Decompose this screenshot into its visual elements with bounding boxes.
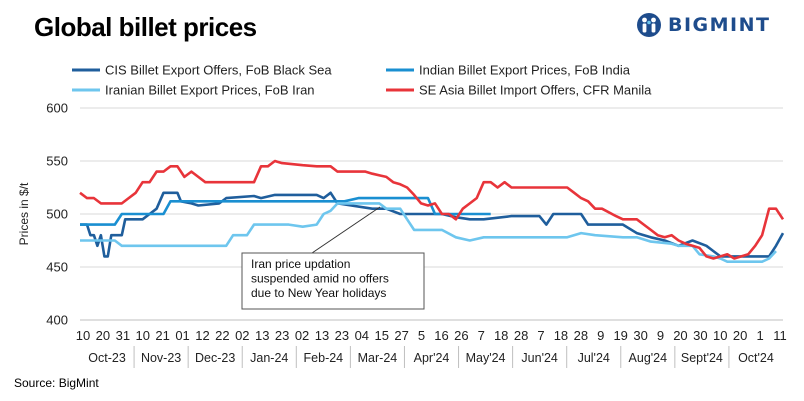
x-tick-label: 18 (554, 328, 568, 343)
x-tick-label: 10 (713, 328, 727, 343)
x-tick-label: 02 (295, 328, 309, 343)
x-month-label: Oct-23 (88, 351, 126, 365)
legend-label: Iranian Billet Export Prices, FoB Iran (105, 83, 315, 98)
logo-text: BIGMINT (668, 14, 771, 36)
y-tick-label: 500 (46, 207, 68, 222)
x-tick-label: 13 (315, 328, 329, 343)
bigmint-logo-icon (637, 13, 661, 37)
series-line (79, 159, 785, 260)
y-tick-label: 550 (46, 154, 68, 169)
x-tick-label: 13 (255, 328, 269, 343)
brand-logo: BIGMINT (636, 10, 771, 40)
x-tick-label: 20 (733, 328, 747, 343)
annotation-text: suspended amid no offers (251, 272, 389, 286)
x-tick-label: 04 (355, 328, 369, 343)
x-tick-label: 02 (235, 328, 249, 343)
x-tick-label: 01 (175, 328, 189, 343)
x-month-label: Jun'24 (521, 351, 557, 365)
x-tick-label: 27 (394, 328, 408, 343)
x-tick-label: 23 (275, 328, 289, 343)
x-tick-label: 30 (633, 328, 647, 343)
x-tick-label: 31 (116, 328, 130, 343)
x-tick-label: 28 (574, 328, 588, 343)
x-tick-label: 21 (155, 328, 169, 343)
x-month-label: Sept'24 (681, 351, 723, 365)
x-tick-label: 20 (673, 328, 687, 343)
x-month-label: Nov-23 (141, 351, 181, 365)
annotation-leader (311, 206, 381, 254)
y-tick-label: 450 (46, 260, 68, 275)
x-tick-label: 10 (136, 328, 150, 343)
x-tick-label: 20 (96, 328, 110, 343)
series-line (80, 202, 409, 248)
x-month-label: May'24 (466, 351, 506, 365)
x-tick-label: 10 (76, 328, 90, 343)
x-tick-label: 23 (335, 328, 349, 343)
x-month-label: Jul'24 (578, 351, 610, 365)
source-note: Source: BigMint (14, 376, 99, 390)
y-axis: 400 450 500 550 600 Prices in $/t (17, 101, 68, 328)
x-axis: 10 20 31 10 21 01 12 22 02 13 23 02 13 23 04 15 27 5 16 26 7… (76, 319, 787, 368)
x-month-label: Aug'24 (629, 351, 668, 365)
annotation-box (241, 252, 425, 310)
x-tick-label: 9 (597, 328, 604, 343)
x-month-label: Feb-24 (304, 351, 344, 365)
legend-label: CIS Billet Export Offers, FoB Black Sea (105, 63, 332, 78)
x-tick-label: 18 (494, 328, 508, 343)
y-axis-label: Prices in $/t (17, 182, 31, 245)
x-tick-label: 7 (537, 328, 544, 343)
series-line (80, 196, 491, 226)
x-tick-label: 9 (657, 328, 664, 343)
legend-label: SE Asia Billet Import Offers, CFR Manila (419, 83, 652, 98)
x-tick-label: 11 (773, 328, 787, 343)
x-tick-label: 19 (613, 328, 627, 343)
series-line (406, 218, 777, 263)
annotation-text: due to New Year holidays (251, 286, 386, 300)
x-month-label: Mar-24 (358, 351, 398, 365)
legend-label: Indian Billet Export Prices, FoB India (419, 63, 631, 78)
x-tick-label: 7 (478, 328, 485, 343)
x-tick-label: 16 (434, 328, 448, 343)
x-month-label: Jan-24 (250, 351, 288, 365)
series-lines (79, 159, 785, 263)
x-tick-label: 15 (374, 328, 388, 343)
chart-legend: CIS Billet Export Offers, FoB Black Sea I… (72, 63, 652, 98)
annotation-text: Iran price updation (251, 257, 350, 271)
x-tick-label: 30 (693, 328, 707, 343)
y-tick-label: 400 (46, 313, 68, 328)
x-tick-label: 26 (454, 328, 468, 343)
x-tick-label: 12 (195, 328, 209, 343)
x-tick-label: 22 (215, 328, 229, 343)
x-month-label: Oct'24 (738, 351, 774, 365)
page-title: Global billet prices (34, 12, 257, 42)
x-tick-label: 5 (418, 328, 425, 343)
y-tick-label: 600 (46, 101, 68, 116)
x-month-label: Apr'24 (414, 351, 450, 365)
x-month-label: Dec-23 (195, 351, 235, 365)
x-tick-label: 28 (514, 328, 528, 343)
x-tick-label: 1 (756, 328, 763, 343)
